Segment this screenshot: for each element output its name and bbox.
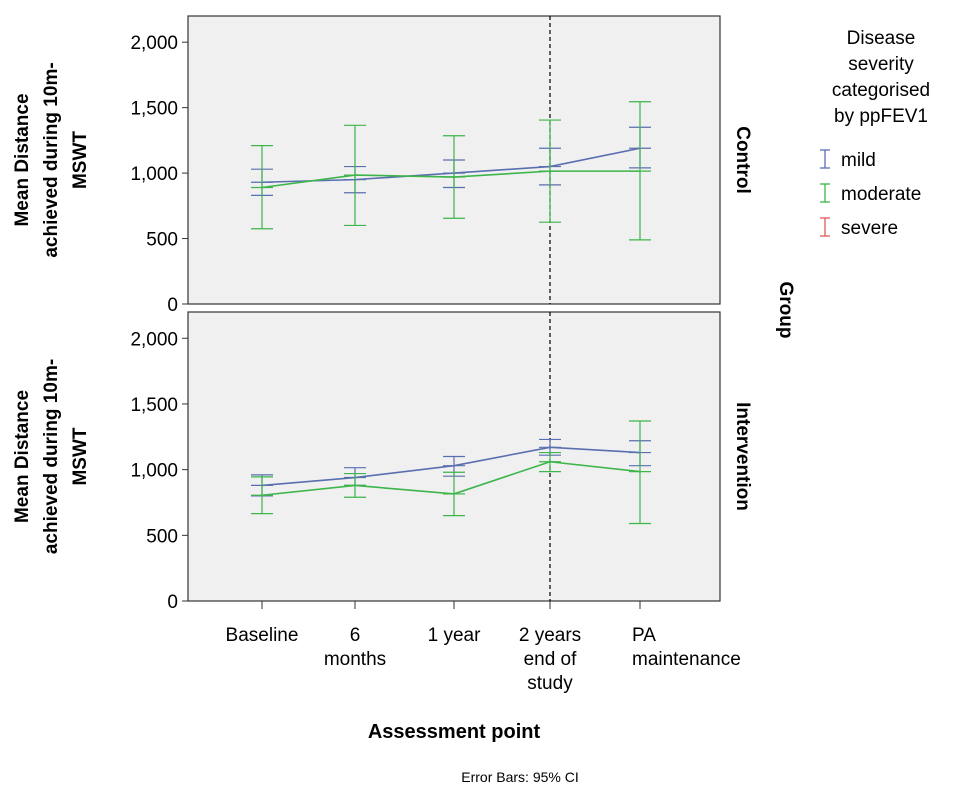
y-axis-label: Mean Distance [12,93,33,226]
y-tick-label: 2,000 [130,33,178,54]
facet-group-label: Group [775,282,796,339]
y-tick-label: 1,000 [130,461,178,482]
y-tick-label: 2,000 [130,329,178,350]
legend-title: by ppFEV1 [834,106,928,127]
legend-title: Disease [847,28,916,49]
y-tick-label: 1,000 [130,164,178,185]
y-axis-label: achieved during 10m- [41,62,62,257]
legend-title: categorised [832,80,930,101]
x-tick-label: end of [524,649,578,670]
y-axis-label: Mean Distance [12,390,33,523]
x-axis-label: Assessment point [368,721,541,743]
x-tick-label: study [527,673,573,694]
y-axis-label: MSWT [70,427,91,485]
x-tick-label: 1 year [428,625,481,646]
error-bars-note: Error Bars: 95% CI [461,769,578,785]
y-tick-label: 1,500 [130,99,178,120]
y-axis-label: achieved during 10m- [41,359,62,554]
legend-label-moderate: moderate [841,184,921,205]
y-tick-label: 500 [146,526,178,547]
x-tick-label: 2 years [519,625,581,646]
x-tick-label: 6 [350,625,361,646]
x-tick-label: months [324,649,386,670]
legend-label-severe: severe [841,218,898,239]
legend-label-mild: mild [841,150,876,171]
x-tick-label: PA [632,625,656,646]
y-tick-label: 500 [146,230,178,251]
x-tick-label: Baseline [226,625,299,646]
y-tick-label: 0 [167,295,178,316]
y-axis-label: MSWT [70,131,91,189]
y-tick-label: 1,500 [130,395,178,416]
panel-label-intervention: Intervention [732,402,753,511]
x-tick-label: maintenance [632,649,741,670]
legend-title: severity [848,54,914,75]
y-tick-label: 0 [167,592,178,613]
panel-label-control: Control [732,126,753,194]
